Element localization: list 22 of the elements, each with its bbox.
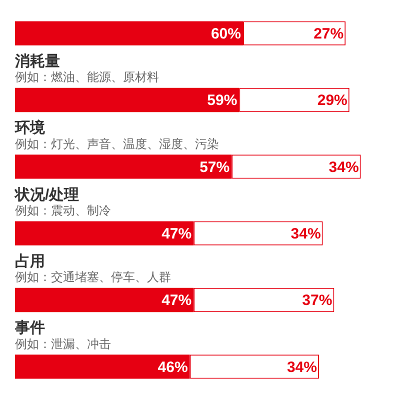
y-tick-label: 状况/处理 [14, 186, 80, 204]
data-label: 34% [328, 158, 359, 176]
annotation: 例如：灯光、声音、温度、湿度、污染 [15, 136, 219, 151]
y-tick-label: 事件 [14, 320, 45, 337]
data-label: 34% [286, 358, 317, 376]
data-label: 37% [302, 292, 332, 310]
data-label: 47% [162, 292, 192, 310]
data-label: 60% [210, 25, 241, 42]
data-label: 46% [158, 358, 188, 376]
data-label: 47% [162, 225, 192, 242]
y-tick-label: 消耗量 [14, 53, 60, 70]
annotation: 例如：泄漏、冲击 [15, 336, 111, 351]
data-label: 57% [200, 158, 230, 176]
y-tick-label: 占用 [15, 253, 45, 270]
y-tick-label: 环境 [14, 118, 46, 137]
data-label: 29% [317, 92, 348, 110]
annotation: 例如：燃油、能源、原材料 [15, 70, 159, 84]
data-label: 34% [290, 225, 321, 242]
annotation: 例如：震动、制冷 [15, 204, 111, 218]
data-label: 59% [207, 92, 238, 110]
annotation: 例如：交通堵塞、停车、人群 [15, 270, 171, 284]
data-label: 27% [314, 25, 344, 42]
